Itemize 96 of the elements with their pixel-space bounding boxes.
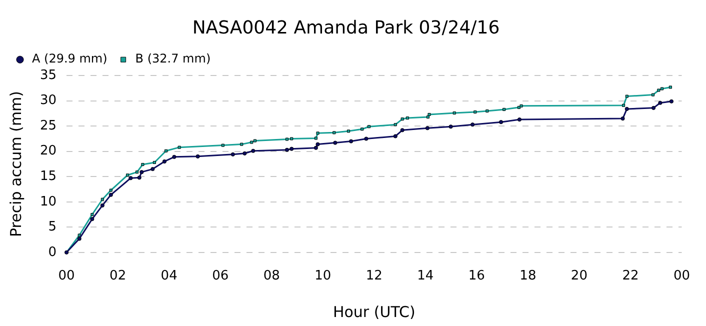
point bbox=[360, 128, 364, 131]
x-tick-label: 10 bbox=[314, 268, 332, 284]
x-tick-label: 22 bbox=[622, 268, 639, 284]
y-tick-label: 35 bbox=[40, 68, 57, 83]
point bbox=[290, 137, 294, 140]
point bbox=[624, 106, 629, 111]
point bbox=[162, 159, 167, 164]
point bbox=[140, 170, 144, 174]
point bbox=[333, 140, 338, 145]
point bbox=[400, 118, 404, 121]
point bbox=[78, 234, 81, 237]
point bbox=[290, 146, 294, 151]
point bbox=[109, 188, 112, 192]
point bbox=[669, 99, 674, 104]
point bbox=[520, 104, 523, 108]
x-tick-label: 02 bbox=[110, 268, 126, 284]
point bbox=[164, 149, 168, 152]
y-tick-label: 30 bbox=[40, 93, 57, 108]
x-tick-label: 18 bbox=[520, 268, 536, 284]
point bbox=[660, 87, 664, 90]
point bbox=[284, 148, 290, 152]
x-tick-label: 14 bbox=[417, 268, 434, 284]
point bbox=[367, 125, 371, 128]
x-tick-label: 00 bbox=[673, 268, 690, 284]
point bbox=[406, 116, 409, 120]
point bbox=[314, 146, 318, 150]
y-tick-label: 10 bbox=[40, 194, 57, 210]
point bbox=[178, 146, 181, 149]
point bbox=[658, 100, 662, 105]
point bbox=[474, 110, 477, 114]
point bbox=[657, 88, 660, 92]
point bbox=[346, 130, 350, 133]
point bbox=[126, 174, 130, 177]
point bbox=[651, 106, 656, 110]
point bbox=[314, 136, 318, 140]
point bbox=[517, 118, 522, 122]
y-tick-label: 15 bbox=[40, 169, 57, 184]
x-tick-label: 06 bbox=[212, 268, 229, 284]
point bbox=[128, 176, 133, 180]
point bbox=[90, 212, 94, 216]
point bbox=[332, 131, 336, 134]
y-tick-label: 0 bbox=[48, 244, 57, 260]
x-tick-label: 20 bbox=[570, 268, 588, 284]
x-axis-title: Hour (UTC) bbox=[332, 302, 416, 321]
point bbox=[221, 144, 224, 147]
point bbox=[77, 236, 82, 241]
point bbox=[316, 132, 320, 135]
point bbox=[316, 142, 320, 146]
point bbox=[230, 152, 235, 156]
y-tick-label: 20 bbox=[40, 144, 57, 159]
point bbox=[242, 151, 247, 156]
point bbox=[668, 86, 672, 89]
point bbox=[425, 126, 430, 130]
point bbox=[502, 108, 506, 111]
point bbox=[136, 170, 139, 174]
point bbox=[108, 192, 113, 197]
legend-label: A (29.9 mm) bbox=[32, 52, 108, 66]
point bbox=[240, 142, 244, 146]
point bbox=[172, 154, 176, 159]
point bbox=[251, 148, 256, 153]
x-tick-label: 04 bbox=[160, 268, 178, 284]
x-tick-label: 16 bbox=[468, 268, 485, 284]
point bbox=[100, 198, 104, 201]
point bbox=[253, 139, 256, 142]
point bbox=[137, 176, 142, 180]
chart-title: NASA0042 Amanda Park 03/24/16 bbox=[192, 17, 500, 38]
x-tick-label: 12 bbox=[366, 268, 382, 284]
y-tick-label: 5 bbox=[48, 220, 57, 235]
point bbox=[400, 128, 404, 132]
point bbox=[364, 136, 368, 141]
x-tick-label: 08 bbox=[263, 268, 280, 284]
point bbox=[486, 109, 489, 112]
point bbox=[349, 139, 354, 144]
point bbox=[470, 122, 475, 127]
point bbox=[100, 203, 104, 208]
point bbox=[394, 123, 397, 126]
point bbox=[651, 93, 655, 96]
point bbox=[428, 112, 431, 116]
point bbox=[250, 140, 254, 144]
point bbox=[498, 120, 504, 124]
point bbox=[196, 154, 200, 158]
y-axis-title: Precip accum (mm) bbox=[6, 90, 25, 238]
point bbox=[625, 94, 628, 98]
point bbox=[620, 116, 625, 121]
point bbox=[90, 217, 94, 222]
point bbox=[452, 111, 456, 115]
point bbox=[448, 124, 453, 129]
point bbox=[152, 160, 156, 164]
point bbox=[622, 104, 626, 107]
point bbox=[285, 138, 289, 141]
legend-label: B (32.7 mm) bbox=[135, 52, 211, 66]
point bbox=[393, 134, 398, 138]
point bbox=[150, 167, 155, 172]
x-tick-label: 00 bbox=[58, 268, 75, 284]
point bbox=[141, 162, 144, 166]
y-tick-label: 25 bbox=[40, 118, 57, 134]
